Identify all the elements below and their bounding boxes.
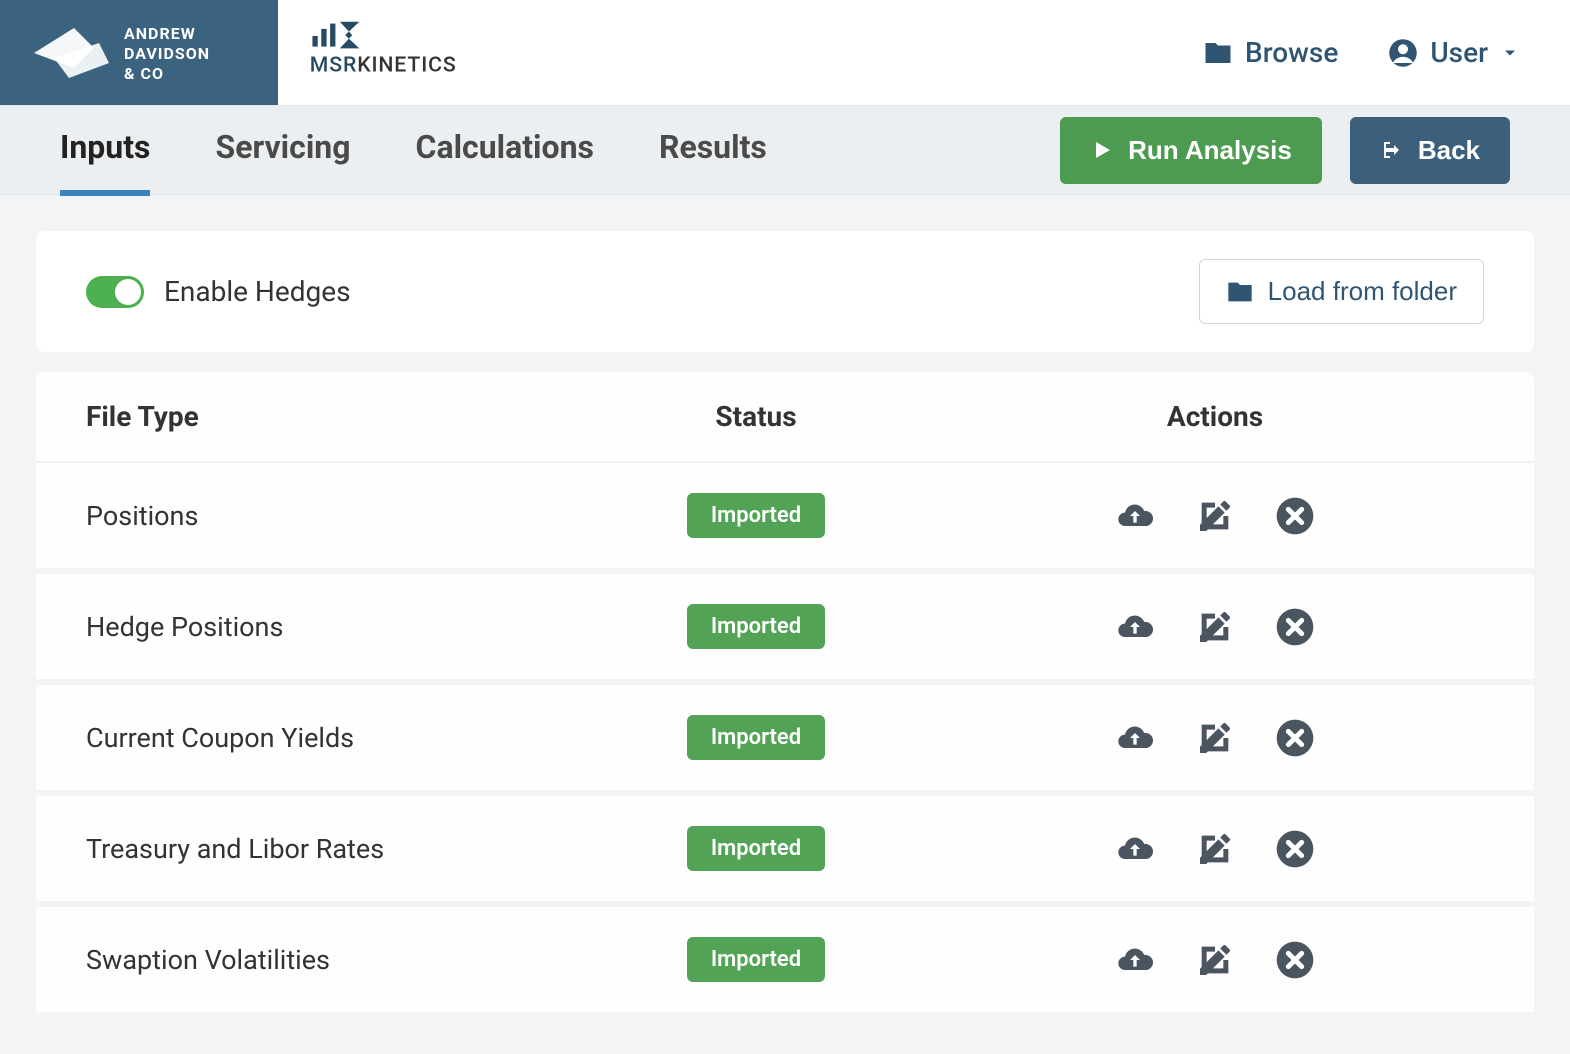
actions-cell [946, 607, 1484, 647]
actions-cell [946, 940, 1484, 980]
msrkinetics-logo-icon: MSRKINETICS [308, 16, 538, 86]
tab-calculations[interactable]: Calculations [416, 104, 594, 196]
actions-cell [946, 829, 1484, 869]
load-from-folder-label: Load from folder [1268, 276, 1457, 307]
status-cell: Imported [566, 493, 946, 538]
enable-hedges-label: Enable Hedges [164, 275, 351, 308]
upload-button[interactable] [1115, 829, 1155, 869]
svg-text:MSRKINETICS: MSRKINETICS [310, 52, 457, 77]
browse-label: Browse [1245, 36, 1338, 69]
cloud-upload-icon [1115, 829, 1155, 869]
tab-results[interactable]: Results [659, 104, 767, 196]
back-label: Back [1418, 135, 1480, 166]
delete-button[interactable] [1275, 829, 1315, 869]
folder-icon [1203, 38, 1233, 68]
svg-text:ANDREW: ANDREW [124, 24, 196, 43]
table-row: Positions Imported [36, 463, 1534, 574]
status-badge: Imported [687, 715, 825, 760]
tabs-bar: Inputs Servicing Calculations Results Ru… [0, 105, 1570, 195]
table-row: Treasury and Libor Rates Imported [36, 796, 1534, 907]
file-type-cell: Treasury and Libor Rates [86, 833, 566, 865]
edit-icon [1195, 829, 1235, 869]
edit-button[interactable] [1195, 718, 1235, 758]
cloud-upload-icon [1115, 496, 1155, 536]
delete-button[interactable] [1275, 940, 1315, 980]
sign-out-icon [1380, 138, 1404, 162]
hedges-card: Enable Hedges Load from folder [36, 231, 1534, 352]
tab-inputs[interactable]: Inputs [60, 104, 150, 196]
tab-servicing[interactable]: Servicing [215, 104, 350, 196]
table-row: Current Coupon Yields Imported [36, 685, 1534, 796]
actions-cell [946, 496, 1484, 536]
upload-button[interactable] [1115, 718, 1155, 758]
header-bar: ANDREW DAVIDSON & CO MSRKINETICS Browse … [0, 0, 1570, 105]
andrew-davidson-logo-icon: ANDREW DAVIDSON & CO [24, 13, 254, 93]
delete-button[interactable] [1275, 718, 1315, 758]
file-type-cell: Positions [86, 500, 566, 532]
col-actions: Actions [946, 400, 1484, 433]
run-analysis-label: Run Analysis [1128, 135, 1292, 166]
status-badge: Imported [687, 493, 825, 538]
user-icon [1388, 38, 1418, 68]
col-status: Status [566, 400, 946, 433]
table-row: Swaption Volatilities Imported [36, 907, 1534, 1018]
svg-text:DAVIDSON: DAVIDSON [124, 44, 210, 63]
upload-button[interactable] [1115, 607, 1155, 647]
upload-button[interactable] [1115, 496, 1155, 536]
edit-icon [1195, 496, 1235, 536]
inputs-table: File Type Status Actions Positions Impor… [36, 372, 1534, 1018]
cloud-upload-icon [1115, 940, 1155, 980]
delete-button[interactable] [1275, 607, 1315, 647]
user-menu[interactable]: User [1388, 36, 1520, 69]
edit-button[interactable] [1195, 829, 1235, 869]
tabs: Inputs Servicing Calculations Results [0, 104, 767, 196]
product-logo: MSRKINETICS [308, 16, 538, 90]
status-badge: Imported [687, 826, 825, 871]
status-badge: Imported [687, 937, 825, 982]
edit-button[interactable] [1195, 496, 1235, 536]
brand-logo: ANDREW DAVIDSON & CO [0, 0, 278, 105]
cloud-upload-icon [1115, 607, 1155, 647]
close-circle-icon [1275, 829, 1315, 869]
actions-cell [946, 718, 1484, 758]
table-body: Positions Imported Hedge Positions Impor… [36, 463, 1534, 1018]
main-content: Enable Hedges Load from folder File Type… [0, 195, 1570, 1054]
col-file-type: File Type [86, 400, 566, 433]
close-circle-icon [1275, 718, 1315, 758]
chevron-down-icon [1500, 43, 1520, 63]
status-cell: Imported [566, 604, 946, 649]
edit-icon [1195, 940, 1235, 980]
svg-text:& CO: & CO [124, 64, 164, 83]
file-type-cell: Swaption Volatilities [86, 944, 566, 976]
browse-link[interactable]: Browse [1203, 36, 1338, 69]
cloud-upload-icon [1115, 718, 1155, 758]
run-analysis-button[interactable]: Run Analysis [1060, 117, 1322, 184]
status-cell: Imported [566, 937, 946, 982]
file-type-cell: Current Coupon Yields [86, 722, 566, 754]
status-cell: Imported [566, 826, 946, 871]
play-icon [1090, 138, 1114, 162]
delete-button[interactable] [1275, 496, 1315, 536]
edit-icon [1195, 718, 1235, 758]
load-from-folder-button[interactable]: Load from folder [1199, 259, 1484, 324]
file-type-cell: Hedge Positions [86, 611, 566, 643]
user-label: User [1430, 36, 1488, 69]
table-header: File Type Status Actions [36, 372, 1534, 463]
close-circle-icon [1275, 940, 1315, 980]
edit-button[interactable] [1195, 607, 1235, 647]
edit-button[interactable] [1195, 940, 1235, 980]
back-button[interactable]: Back [1350, 117, 1510, 184]
upload-button[interactable] [1115, 940, 1155, 980]
folder-icon [1226, 278, 1254, 306]
status-cell: Imported [566, 715, 946, 760]
edit-icon [1195, 607, 1235, 647]
close-circle-icon [1275, 607, 1315, 647]
table-row: Hedge Positions Imported [36, 574, 1534, 685]
enable-hedges-toggle[interactable] [86, 276, 144, 308]
close-circle-icon [1275, 496, 1315, 536]
status-badge: Imported [687, 604, 825, 649]
